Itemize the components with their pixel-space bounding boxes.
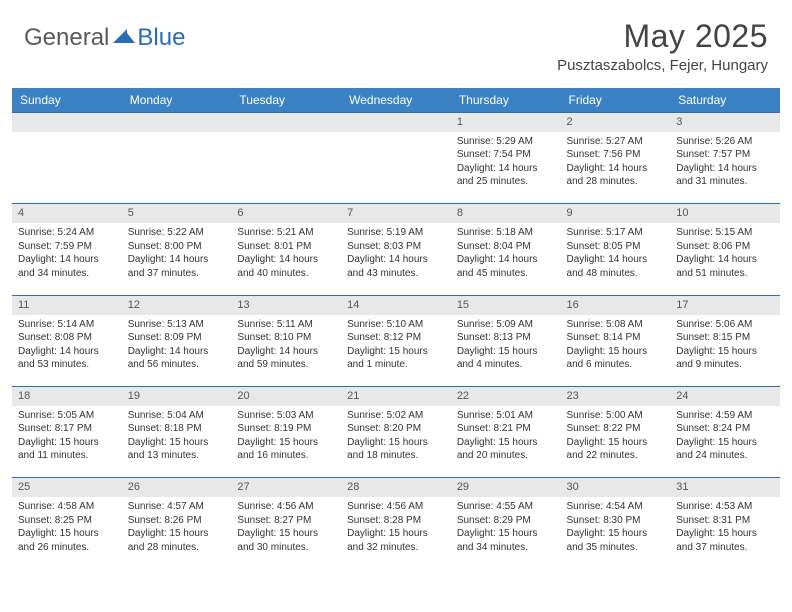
day-detail: Sunrise: 4:56 AMSunset: 8:28 PMDaylight:…	[341, 497, 451, 569]
day-detail: Sunrise: 5:10 AMSunset: 8:12 PMDaylight:…	[341, 315, 451, 387]
week-daynum-row: 18192021222324	[12, 387, 780, 406]
header-right: May 2025 Pusztaszabolcs, Fejer, Hungary	[557, 18, 768, 74]
day-detail: Sunrise: 5:06 AMSunset: 8:15 PMDaylight:…	[670, 315, 780, 387]
day-detail: Sunrise: 5:19 AMSunset: 8:03 PMDaylight:…	[341, 223, 451, 295]
day-detail: Sunrise: 5:01 AMSunset: 8:21 PMDaylight:…	[451, 406, 561, 478]
week-daynum-row: 123	[12, 113, 780, 132]
logo-text-blue: Blue	[137, 24, 185, 52]
day-number: 30	[561, 478, 671, 497]
day-detail	[341, 132, 451, 204]
day-number	[122, 113, 232, 132]
day-number: 2	[561, 113, 671, 132]
day-number: 17	[670, 295, 780, 314]
page-header: General Blue May 2025 Pusztaszabolcs, Fe…	[0, 0, 792, 82]
day-number: 25	[12, 478, 122, 497]
day-number: 8	[451, 204, 561, 223]
week-detail-row: Sunrise: 5:24 AMSunset: 7:59 PMDaylight:…	[12, 223, 780, 295]
logo-text-general: General	[24, 24, 109, 52]
day-number: 22	[451, 387, 561, 406]
day-detail: Sunrise: 5:22 AMSunset: 8:00 PMDaylight:…	[122, 223, 232, 295]
day-detail: Sunrise: 5:15 AMSunset: 8:06 PMDaylight:…	[670, 223, 780, 295]
week-detail-row: Sunrise: 5:05 AMSunset: 8:17 PMDaylight:…	[12, 406, 780, 478]
day-number: 12	[122, 295, 232, 314]
day-number: 3	[670, 113, 780, 132]
week-detail-row: Sunrise: 4:58 AMSunset: 8:25 PMDaylight:…	[12, 497, 780, 569]
day-header: Sunday	[12, 88, 122, 113]
day-number	[231, 113, 341, 132]
day-detail: Sunrise: 5:14 AMSunset: 8:08 PMDaylight:…	[12, 315, 122, 387]
day-number: 26	[122, 478, 232, 497]
day-number	[12, 113, 122, 132]
day-number: 31	[670, 478, 780, 497]
day-detail: Sunrise: 5:08 AMSunset: 8:14 PMDaylight:…	[561, 315, 671, 387]
day-detail: Sunrise: 4:54 AMSunset: 8:30 PMDaylight:…	[561, 497, 671, 569]
week-daynum-row: 25262728293031	[12, 478, 780, 497]
day-detail: Sunrise: 4:57 AMSunset: 8:26 PMDaylight:…	[122, 497, 232, 569]
day-detail: Sunrise: 4:53 AMSunset: 8:31 PMDaylight:…	[670, 497, 780, 569]
day-detail: Sunrise: 5:27 AMSunset: 7:56 PMDaylight:…	[561, 132, 671, 204]
day-number: 5	[122, 204, 232, 223]
week-detail-row: Sunrise: 5:29 AMSunset: 7:54 PMDaylight:…	[12, 132, 780, 204]
day-number: 18	[12, 387, 122, 406]
day-detail	[12, 132, 122, 204]
day-number: 27	[231, 478, 341, 497]
day-detail: Sunrise: 5:03 AMSunset: 8:19 PMDaylight:…	[231, 406, 341, 478]
day-number: 23	[561, 387, 671, 406]
day-detail: Sunrise: 4:59 AMSunset: 8:24 PMDaylight:…	[670, 406, 780, 478]
day-number: 16	[561, 295, 671, 314]
day-number: 10	[670, 204, 780, 223]
day-detail: Sunrise: 5:04 AMSunset: 8:18 PMDaylight:…	[122, 406, 232, 478]
day-header: Saturday	[670, 88, 780, 113]
day-detail: Sunrise: 4:56 AMSunset: 8:27 PMDaylight:…	[231, 497, 341, 569]
day-detail: Sunrise: 5:17 AMSunset: 8:05 PMDaylight:…	[561, 223, 671, 295]
day-detail: Sunrise: 5:29 AMSunset: 7:54 PMDaylight:…	[451, 132, 561, 204]
day-detail	[231, 132, 341, 204]
day-detail: Sunrise: 5:02 AMSunset: 8:20 PMDaylight:…	[341, 406, 451, 478]
week-detail-row: Sunrise: 5:14 AMSunset: 8:08 PMDaylight:…	[12, 315, 780, 387]
day-detail: Sunrise: 4:58 AMSunset: 8:25 PMDaylight:…	[12, 497, 122, 569]
day-number	[341, 113, 451, 132]
day-number: 7	[341, 204, 451, 223]
week-daynum-row: 11121314151617	[12, 295, 780, 314]
day-number: 21	[341, 387, 451, 406]
month-title: May 2025	[557, 18, 768, 55]
day-detail: Sunrise: 5:13 AMSunset: 8:09 PMDaylight:…	[122, 315, 232, 387]
day-detail: Sunrise: 5:26 AMSunset: 7:57 PMDaylight:…	[670, 132, 780, 204]
day-number: 24	[670, 387, 780, 406]
day-detail: Sunrise: 5:24 AMSunset: 7:59 PMDaylight:…	[12, 223, 122, 295]
day-number: 4	[12, 204, 122, 223]
day-header: Thursday	[451, 88, 561, 113]
day-number: 9	[561, 204, 671, 223]
day-number: 1	[451, 113, 561, 132]
day-header-row: SundayMondayTuesdayWednesdayThursdayFrid…	[12, 88, 780, 113]
day-detail	[122, 132, 232, 204]
day-header: Tuesday	[231, 88, 341, 113]
day-detail: Sunrise: 4:55 AMSunset: 8:29 PMDaylight:…	[451, 497, 561, 569]
day-detail: Sunrise: 5:11 AMSunset: 8:10 PMDaylight:…	[231, 315, 341, 387]
day-header: Friday	[561, 88, 671, 113]
day-number: 15	[451, 295, 561, 314]
day-number: 14	[341, 295, 451, 314]
logo: General Blue	[24, 18, 185, 52]
day-number: 6	[231, 204, 341, 223]
day-number: 29	[451, 478, 561, 497]
day-number: 28	[341, 478, 451, 497]
calendar-table: SundayMondayTuesdayWednesdayThursdayFrid…	[12, 88, 780, 569]
day-detail: Sunrise: 5:00 AMSunset: 8:22 PMDaylight:…	[561, 406, 671, 478]
day-detail: Sunrise: 5:18 AMSunset: 8:04 PMDaylight:…	[451, 223, 561, 295]
day-detail: Sunrise: 5:05 AMSunset: 8:17 PMDaylight:…	[12, 406, 122, 478]
day-header: Monday	[122, 88, 232, 113]
day-header: Wednesday	[341, 88, 451, 113]
day-detail: Sunrise: 5:09 AMSunset: 8:13 PMDaylight:…	[451, 315, 561, 387]
week-daynum-row: 45678910	[12, 204, 780, 223]
logo-triangle-icon	[113, 27, 135, 50]
day-number: 20	[231, 387, 341, 406]
location-label: Pusztaszabolcs, Fejer, Hungary	[557, 57, 768, 74]
day-detail: Sunrise: 5:21 AMSunset: 8:01 PMDaylight:…	[231, 223, 341, 295]
day-number: 13	[231, 295, 341, 314]
day-number: 19	[122, 387, 232, 406]
day-number: 11	[12, 295, 122, 314]
